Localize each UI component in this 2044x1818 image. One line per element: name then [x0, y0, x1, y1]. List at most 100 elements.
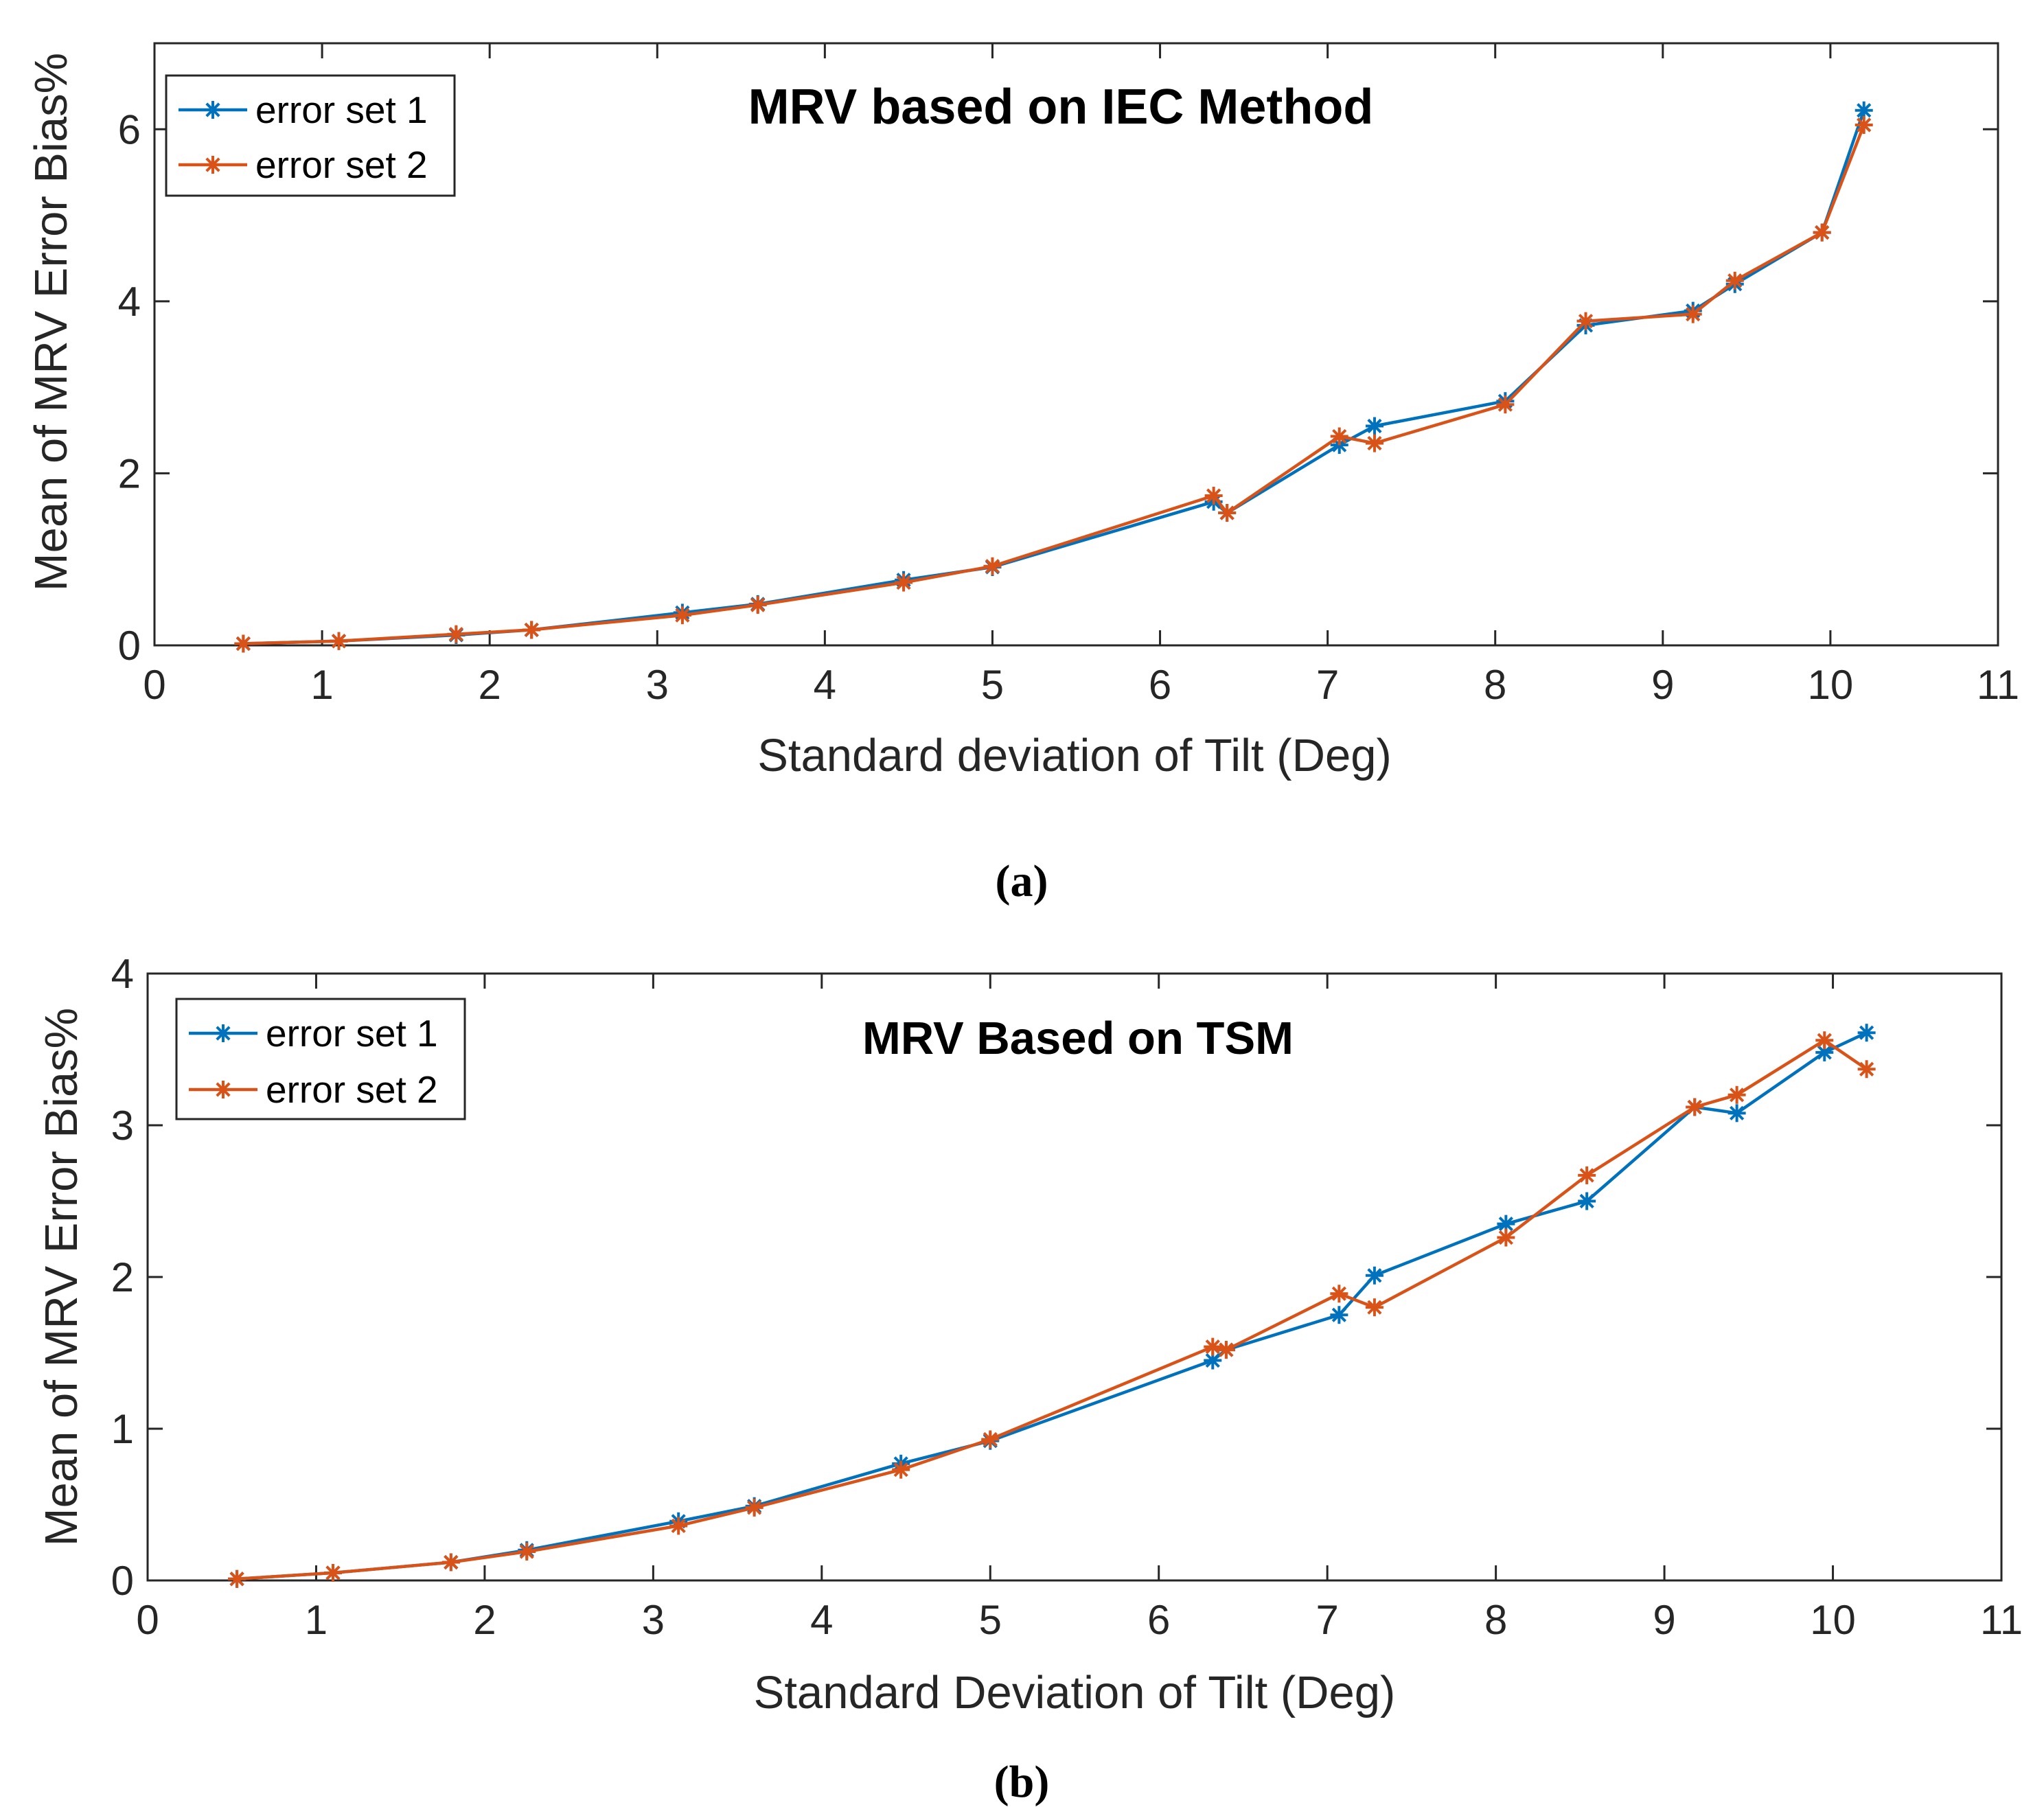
data-point-series-1 — [1854, 101, 1873, 119]
data-point-series-1 — [1365, 417, 1383, 435]
series-line-2 — [243, 124, 1865, 645]
legend-entry-2: error set 2 — [266, 1068, 438, 1111]
x-tick-label: 7 — [1316, 1597, 1338, 1643]
chart-title: MRV Based on TSM — [862, 1013, 1294, 1064]
y-tick-label: 3 — [111, 1103, 134, 1149]
data-point-series-2 — [673, 606, 691, 625]
legend-marker-2 — [214, 1081, 232, 1098]
data-point-series-2 — [441, 1553, 460, 1572]
data-point-series-2 — [447, 625, 466, 643]
chart-panel-b: MRV Based on TSM Standard Deviation of T… — [36, 951, 2023, 1807]
data-point-series-2 — [330, 632, 348, 650]
legend-marker-1 — [204, 101, 222, 119]
x-tick-label: 5 — [979, 1597, 1002, 1643]
data-point-series-2 — [1497, 1228, 1515, 1247]
data-point-series-2 — [892, 1460, 910, 1479]
x-tick-label: 9 — [1651, 662, 1674, 708]
chart-title: MRV based on IEC Method — [748, 80, 1374, 135]
y-axis-label: Mean of MRV Error Bias% — [25, 53, 77, 591]
data-point-series-2 — [1854, 116, 1873, 135]
data-point-series-2 — [1365, 1298, 1383, 1317]
data-point-series-1 — [1365, 1266, 1383, 1285]
x-tick-label: 9 — [1653, 1597, 1675, 1643]
data-point-series-2 — [1576, 312, 1595, 330]
legend: error set 1 error set 2 — [175, 998, 466, 1120]
data-point-series-2 — [1727, 1085, 1746, 1104]
panel-caption: (b) — [994, 1757, 1050, 1807]
data-point-series-2 — [748, 596, 767, 614]
data-point-series-1 — [1727, 1104, 1746, 1123]
panel-caption: (a) — [996, 856, 1048, 906]
data-point-series-2 — [1365, 434, 1383, 452]
x-tick-label: 10 — [1808, 662, 1854, 708]
data-point-series-1 — [1330, 1306, 1348, 1324]
data-point-series-2 — [1204, 1337, 1222, 1356]
data-point-series-2 — [228, 1569, 246, 1588]
x-tick-label: 5 — [981, 662, 1004, 708]
x-tick-label: 3 — [646, 662, 669, 708]
x-tick-label: 6 — [1149, 662, 1171, 708]
data-point-series-1 — [1204, 1351, 1222, 1370]
x-tick-label: 2 — [473, 1597, 496, 1643]
data-point-series-2 — [1330, 1285, 1348, 1303]
data-point-series-2 — [518, 1543, 536, 1561]
x-tick-label: 0 — [136, 1597, 159, 1643]
x-axis-label: Standard deviation of Tilt (Deg) — [757, 730, 1392, 781]
data-point-series-2 — [1204, 487, 1223, 505]
data-point-series-2 — [324, 1563, 342, 1582]
x-tick-label: 11 — [1977, 662, 2019, 708]
chart-panel-a: MRV based on IEC Method Standard deviati… — [25, 42, 2019, 906]
data-point-series-2 — [1725, 271, 1744, 290]
y-tick-label: 2 — [118, 450, 141, 496]
y-tick-label: 0 — [118, 623, 141, 669]
data-point-series-1 — [1857, 1024, 1876, 1042]
legend-entry-2: error set 2 — [255, 143, 428, 186]
legend-entry-1: error set 1 — [255, 89, 428, 131]
legend-entry-1: error set 1 — [266, 1012, 438, 1055]
data-point-series-2 — [523, 621, 541, 639]
x-tick-label: 1 — [310, 662, 333, 708]
legend-box — [175, 998, 466, 1120]
x-tick-label: 8 — [1484, 662, 1506, 708]
data-point-series-2 — [669, 1517, 688, 1535]
x-tick-label: 6 — [1147, 1597, 1170, 1643]
y-tick-label: 4 — [118, 279, 141, 325]
data-point-series-2 — [1684, 305, 1702, 323]
data-point-series-2 — [1857, 1060, 1876, 1079]
data-point-series-2 — [745, 1498, 763, 1517]
legend-marker-1 — [214, 1024, 232, 1042]
x-axis-label: Standard Deviation of Tilt (Deg) — [754, 1667, 1396, 1718]
x-tick-label: 4 — [810, 1597, 833, 1643]
legend: error set 1 error set 2 — [165, 74, 456, 197]
x-tick-label: 0 — [143, 662, 165, 708]
x-tick-label: 1 — [305, 1597, 328, 1643]
data-point-series-2 — [983, 557, 1002, 575]
data-point-series-2 — [895, 573, 913, 592]
y-tick-label: 0 — [111, 1558, 134, 1604]
y-tick-label: 2 — [111, 1254, 134, 1300]
y-tick-label: 6 — [118, 106, 141, 152]
data-point-series-1 — [1815, 1043, 1834, 1061]
x-tick-label: 11 — [1980, 1597, 2023, 1643]
data-point-series-2 — [1330, 427, 1348, 446]
x-tick-label: 7 — [1316, 662, 1339, 708]
data-point-series-2 — [1496, 395, 1515, 414]
y-tick-label: 4 — [111, 951, 134, 997]
data-point-series-2 — [1815, 1031, 1834, 1050]
y-tick-label: 1 — [111, 1406, 134, 1452]
data-point-series-2 — [1578, 1166, 1596, 1184]
data-point-series-2 — [1218, 504, 1237, 522]
data-point-series-1 — [1578, 1192, 1596, 1210]
data-point-series-2 — [1813, 223, 1831, 242]
series-line-2 — [236, 1038, 1868, 1581]
legend-marker-2 — [204, 156, 222, 174]
plot-area-frame — [153, 42, 1999, 647]
legend-box — [165, 74, 456, 197]
y-axis-label: Mean of MRV Error Bias% — [36, 1008, 87, 1546]
x-tick-label: 8 — [1484, 1597, 1507, 1643]
x-tick-label: 4 — [814, 662, 836, 708]
x-tick-label: 3 — [642, 1597, 665, 1643]
data-point-series-2 — [1217, 1341, 1235, 1359]
